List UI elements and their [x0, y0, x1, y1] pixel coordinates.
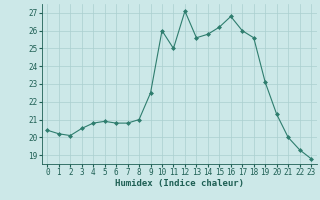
- X-axis label: Humidex (Indice chaleur): Humidex (Indice chaleur): [115, 179, 244, 188]
